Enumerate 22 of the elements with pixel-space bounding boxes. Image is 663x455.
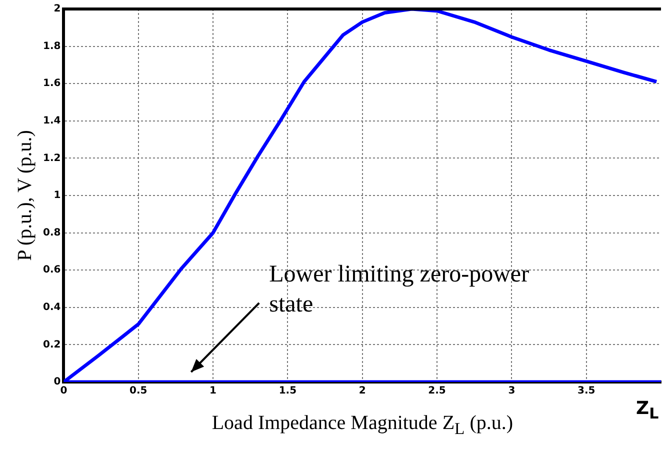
x-tick-label: 3.5 [577,386,596,397]
x-tick-label: 0.5 [130,386,148,397]
y-tick-label: 0.4 [42,302,61,313]
x-tick-label: 2 [358,386,366,397]
y-tick-label: 1.4 [42,115,61,126]
y-tick-label: 1.2 [42,152,61,164]
text: Z$_{L}$ [636,398,659,423]
y-tick-label: 0.8 [42,227,61,238]
x-tick-label: 3 [508,386,516,397]
y-tick-label: 1.8 [42,40,61,52]
y-tick-label: 1.6 [42,78,61,90]
y-tick-label: 2 [54,4,61,15]
y-tick-label: 1 [54,190,61,202]
y-tick-label: 0 [54,376,61,388]
annotation: Lower limiting zero-power state [269,261,530,318]
x-tick-label: 1.5 [278,386,297,397]
y-tick-label: 0.2 [42,339,61,350]
y-tick-label: 0.6 [42,264,61,276]
x-tick-label: 1 [210,386,217,397]
y-axis-title: P (p.u.), V (p.u.) [14,130,37,261]
x-tick-label: 2.5 [428,386,446,397]
x-axis-title: Load Impedance Magnitude Z$_{L}$ (p.u.) [212,412,514,439]
